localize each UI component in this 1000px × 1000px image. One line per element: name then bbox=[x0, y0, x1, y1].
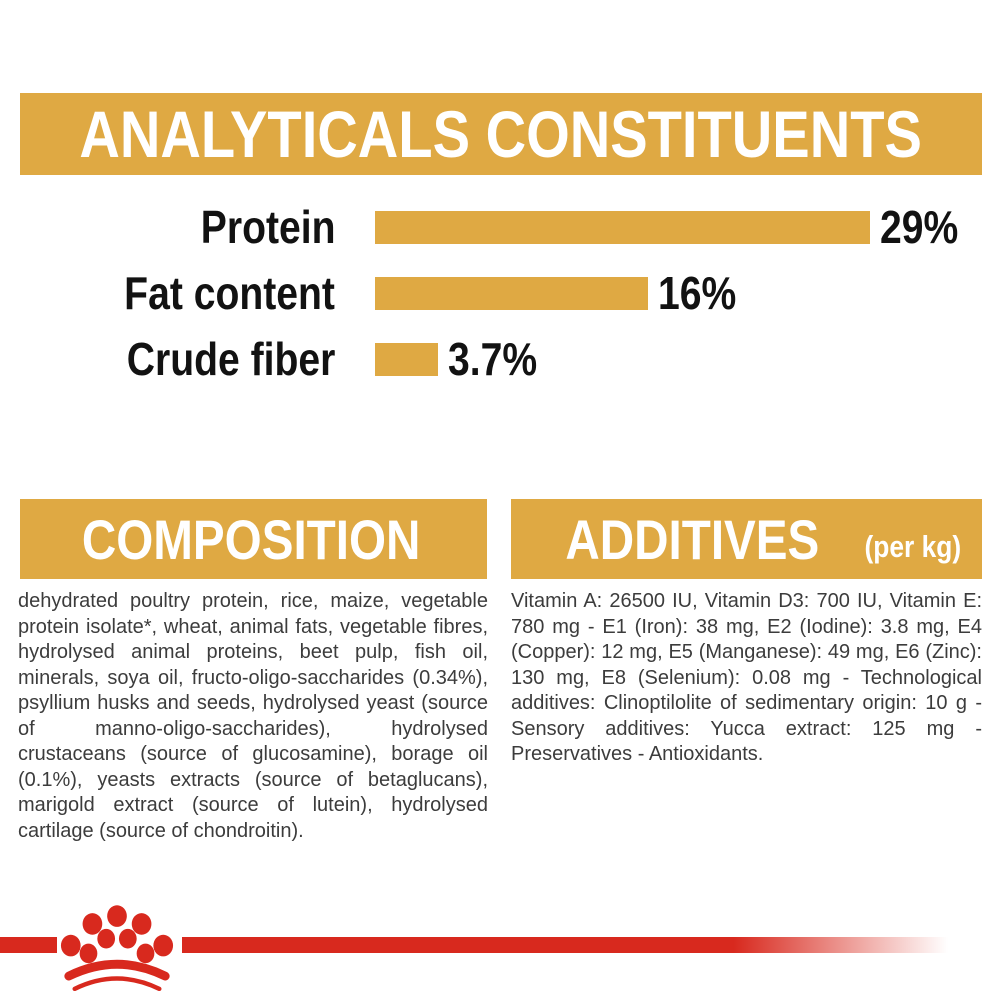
bar-value-label: 16% bbox=[658, 267, 737, 319]
bar-value-label: 29% bbox=[880, 201, 959, 253]
bar bbox=[375, 276, 648, 310]
analyticals-title: ANALYTICALS CONSTITUENTS bbox=[79, 97, 923, 171]
additives-body: Vitamin A: 26500 IU, Vitamin D3: 700 IU,… bbox=[511, 590, 982, 765]
bar-chart: Protein 29% Fat content 16% Crude fiber 3.7% bbox=[0, 194, 1000, 392]
bar bbox=[375, 342, 438, 376]
bar bbox=[375, 210, 870, 244]
composition-title: COMPOSITION bbox=[81, 507, 421, 571]
footer-stripe-left bbox=[0, 937, 57, 953]
crown-paw-logo bbox=[60, 905, 174, 992]
bar-row: Protein 29% bbox=[0, 194, 1000, 260]
additives-banner: ADDITIVES (per kg) bbox=[511, 499, 982, 579]
bar-category-label: Fat content bbox=[124, 267, 335, 319]
composition-banner: COMPOSITION bbox=[20, 499, 487, 579]
bar-category-label: Crude fiber bbox=[126, 333, 335, 385]
composition-body: dehydrated poultry protein, rice, maize,… bbox=[18, 590, 488, 842]
bar-value-label: 3.7% bbox=[448, 333, 538, 385]
bar-row: Crude fiber 3.7% bbox=[0, 326, 1000, 392]
additives-title-suffix: (per kg) bbox=[864, 529, 961, 564]
footer-stripe-right bbox=[182, 937, 948, 953]
analyticals-banner: ANALYTICALS CONSTITUENTS bbox=[20, 93, 982, 175]
additives-title: ADDITIVES bbox=[565, 507, 820, 571]
bar-row: Fat content 16% bbox=[0, 260, 1000, 326]
bar-category-label: Protein bbox=[200, 201, 335, 253]
